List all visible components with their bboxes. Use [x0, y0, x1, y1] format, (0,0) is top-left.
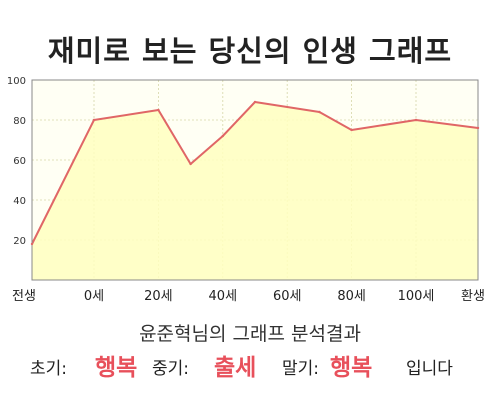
data-point: [414, 118, 418, 122]
x-tick-label: 전생: [12, 289, 36, 304]
x-tick-label: 40세: [209, 289, 238, 304]
middle-label: 중기:: [152, 359, 190, 379]
middle-value: 출세: [214, 355, 257, 381]
result-ending: 입니다: [406, 359, 453, 379]
early-value: 행복: [95, 355, 138, 381]
data-point: [350, 128, 353, 132]
series-line: [31, 101, 479, 245]
data-point: [221, 134, 224, 138]
y-tick-label: 100: [7, 76, 26, 87]
y-axis-ticks: 20 40 60 80 100: [7, 76, 26, 247]
data-point: [30, 242, 34, 246]
y-tick-label: 40: [13, 196, 26, 207]
x-tick-label: 20세: [144, 289, 173, 304]
x-tick-label: 100세: [398, 289, 435, 304]
x-tick-label: 0세: [84, 289, 104, 304]
late-label: 말기:: [282, 359, 320, 379]
x-axis-ticks: 전생 0세 20세 40세 60세 80세 100세 환생: [12, 289, 485, 304]
early-label: 초기:: [30, 359, 68, 379]
plot-frame: [31, 79, 479, 281]
y-tick-label: 80: [13, 116, 26, 127]
data-point: [253, 100, 257, 104]
x-tick-label: 60세: [273, 289, 302, 304]
late-value: 행복: [330, 355, 373, 381]
page-title: 재미로 보는 당신의 인생 그래프: [47, 34, 453, 68]
area-fill: [32, 102, 478, 280]
life-graph-chart: 20 40 60 80 100 전생 0세 20세 40세 60세 80세 100세 환생: [7, 76, 485, 304]
data-point: [157, 108, 160, 112]
x-tick-label: 환생: [461, 289, 485, 304]
data-point: [189, 162, 192, 166]
x-tick-label: 80세: [337, 289, 366, 304]
y-tick-label: 60: [13, 156, 26, 167]
data-point: [476, 126, 480, 130]
data-point: [92, 118, 96, 122]
y-tick-label: 20: [13, 236, 26, 247]
data-point: [318, 110, 321, 114]
analysis-subtitle: 윤준혁님의 그래프 분석결과: [139, 323, 361, 345]
